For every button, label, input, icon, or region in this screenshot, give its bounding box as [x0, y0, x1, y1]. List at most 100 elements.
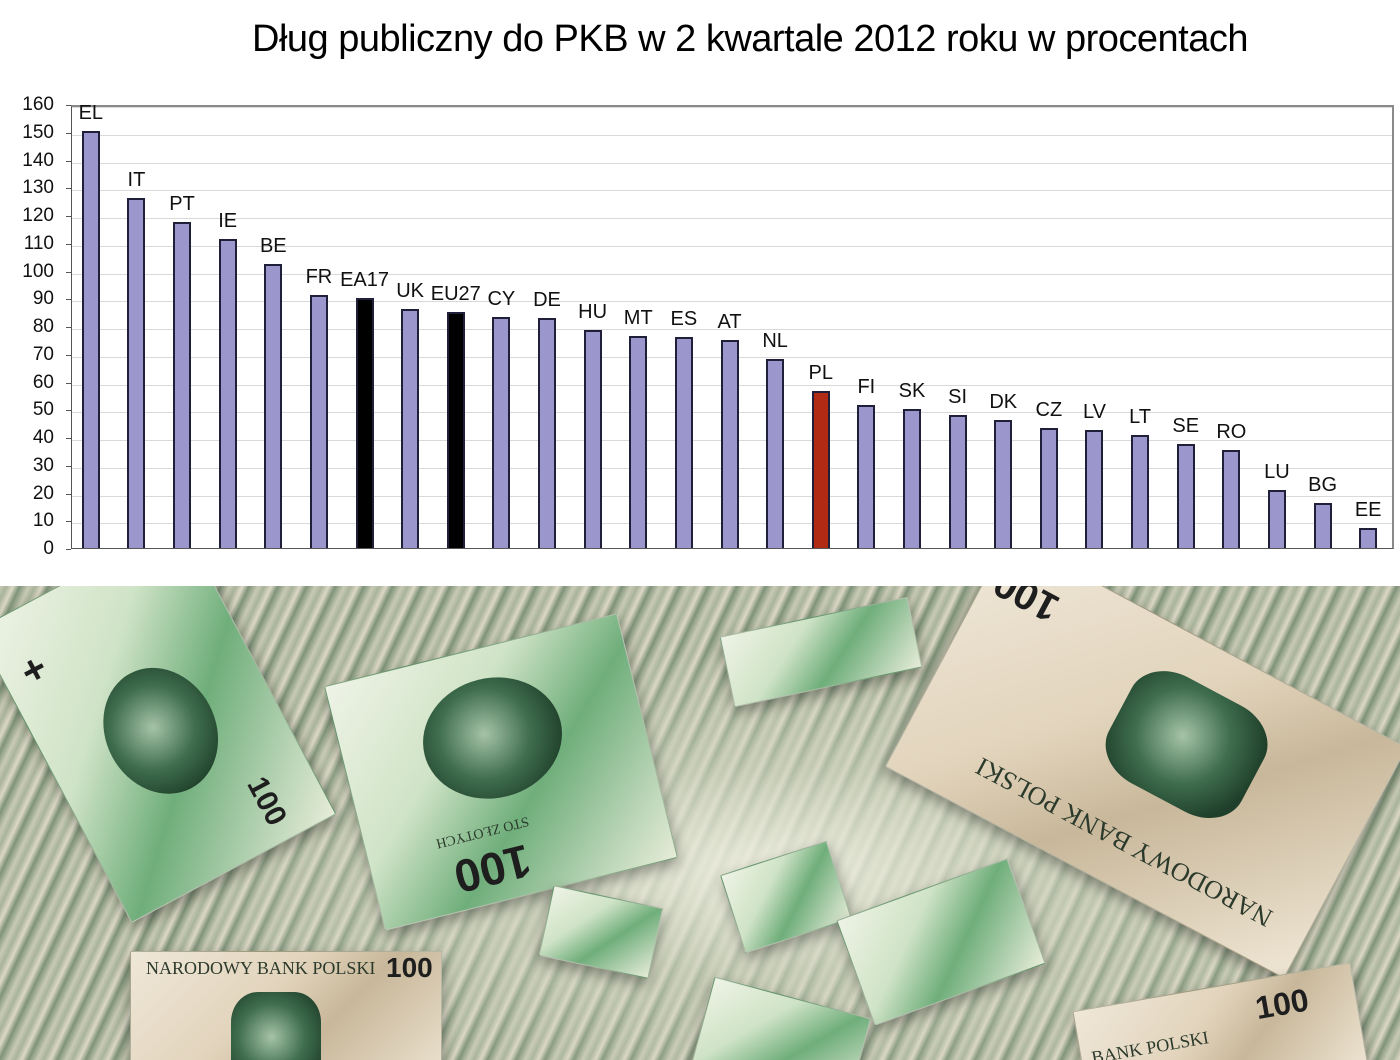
y-tick-mark: [66, 354, 71, 356]
y-tick-mark: [66, 271, 71, 273]
banknote-denomination: 100: [240, 771, 294, 832]
bar-label-sk: SK: [898, 380, 926, 403]
bar-label-lu: LU: [1264, 461, 1290, 483]
banknote-portrait: [410, 662, 575, 814]
bar-sk: [902, 409, 921, 548]
banknote: 100 STO ZŁOTYCH: [324, 613, 678, 931]
bar-hu: [583, 330, 602, 548]
y-tick-mark: [66, 493, 71, 495]
banknote: BANK POLSKI 100: [1072, 962, 1370, 1060]
y-tick-mark: [66, 216, 71, 217]
y-tick-mark: [66, 299, 71, 301]
bar-lv: [1085, 429, 1104, 548]
bar-chart: 0 10 20 30 40 50 60 70 80 90 100 110 120 130 140 150 160…: [0, 90, 1400, 570]
bar-label-ee: EE: [1354, 498, 1382, 521]
bar-lt: [1131, 435, 1150, 548]
y-tick-mark: [66, 132, 71, 134]
banknote-denomination: 100: [386, 952, 433, 983]
y-tick-mark: [66, 549, 71, 550]
y-tick-label: 10: [32, 510, 54, 532]
bar-ee: [1359, 527, 1378, 548]
bar-uk: [401, 309, 420, 548]
bar-label-nl: NL: [762, 329, 788, 352]
bar-pl: [811, 390, 830, 548]
bar-label-pt: PT: [169, 192, 195, 215]
bar-label-ea17: EA17: [340, 269, 389, 292]
banknote: [836, 858, 1046, 1026]
bar-label-bg: BG: [1308, 473, 1338, 496]
bar-cz: [1039, 427, 1058, 548]
bar-se: [1176, 444, 1195, 548]
gridline: [72, 134, 1392, 136]
y-tick-label: 60: [32, 371, 54, 393]
gridline: [72, 218, 1392, 219]
y-tick-mark: [66, 160, 71, 162]
y-tick-label: 120: [22, 205, 54, 226]
bar-label-mt: MT: [623, 306, 653, 329]
banknote-bank-name: BANK POLSKI: [1090, 1027, 1211, 1060]
banknote: [720, 840, 852, 954]
bar-label-eu27: EU27: [430, 283, 481, 306]
y-tick-mark: [66, 327, 71, 328]
y-tick-label: 80: [32, 316, 54, 337]
bar-label-se: SE: [1172, 415, 1200, 438]
bar-label-cz: CZ: [1035, 398, 1063, 421]
bar-de: [538, 318, 557, 548]
y-tick-label: 50: [32, 399, 54, 421]
plus-mark: +: [13, 645, 55, 696]
bar-bg: [1313, 502, 1332, 548]
y-tick-label: 90: [32, 288, 54, 310]
y-tick-mark: [66, 188, 71, 190]
gridline: [72, 190, 1392, 192]
plot-area: EL IT PT IE BE FR EA17 UK EU27 CY DE HU MT ES AT NL PL FI…: [71, 102, 1394, 549]
bar-nl: [766, 358, 785, 548]
bar-at: [720, 339, 739, 548]
bar-label-at: AT: [717, 310, 742, 333]
bar-be: [264, 263, 283, 548]
y-tick-label: 30: [32, 454, 54, 476]
y-tick-mark: [66, 410, 71, 412]
y-tick-label: 160: [22, 94, 54, 115]
bar-eu27: [446, 312, 465, 548]
bar-el: [81, 130, 100, 548]
bar-label-cy: CY: [487, 287, 516, 310]
bar-ro: [1222, 450, 1241, 548]
bar-label-fi: FI: [857, 375, 876, 398]
bar-es: [674, 337, 693, 548]
gridline: [72, 162, 1392, 164]
bar-ie: [218, 238, 237, 548]
y-tick-label: 140: [22, 149, 54, 171]
y-tick-label: 110: [23, 232, 54, 254]
bar-pt: [173, 221, 192, 548]
gridline: [72, 273, 1392, 275]
banknote-eagle: [1092, 656, 1281, 833]
bar-it: [127, 198, 146, 548]
y-tick-mark: [66, 105, 71, 106]
bar-lu: [1267, 490, 1286, 548]
banknote: [719, 596, 923, 708]
banknote: 100 +: [0, 586, 337, 924]
bar-label-be: BE: [259, 234, 287, 257]
banknotes-photo: 100 + 100 STO ZŁOTYCH NARODOWY BANK POLS…: [0, 586, 1400, 1060]
gridline: [72, 301, 1392, 303]
bar-si: [948, 414, 967, 548]
gridline: [72, 107, 1392, 108]
banknote: [538, 885, 664, 979]
y-tick-mark: [66, 243, 71, 245]
y-tick-label: 0: [43, 538, 54, 559]
bar-label-pl: PL: [808, 361, 833, 384]
bar-mt: [629, 336, 648, 548]
banknote-denomination: 100: [1252, 981, 1312, 1027]
bar-label-dk: DK: [989, 390, 1018, 413]
bar-label-de: DE: [533, 289, 561, 312]
bar-label-hu: HU: [578, 301, 608, 324]
y-tick-label: 100: [22, 260, 54, 282]
bar-label-si: SI: [948, 385, 968, 408]
gridline: [72, 329, 1392, 330]
bar-label-lt: LT: [1129, 406, 1152, 429]
gridline: [72, 245, 1392, 247]
bar-ea17: [355, 298, 374, 548]
chart-title: Dług publiczny do PKB w 2 kwartale 2012 …: [252, 18, 1248, 60]
bar-dk: [994, 419, 1013, 548]
y-tick-mark: [66, 465, 71, 467]
